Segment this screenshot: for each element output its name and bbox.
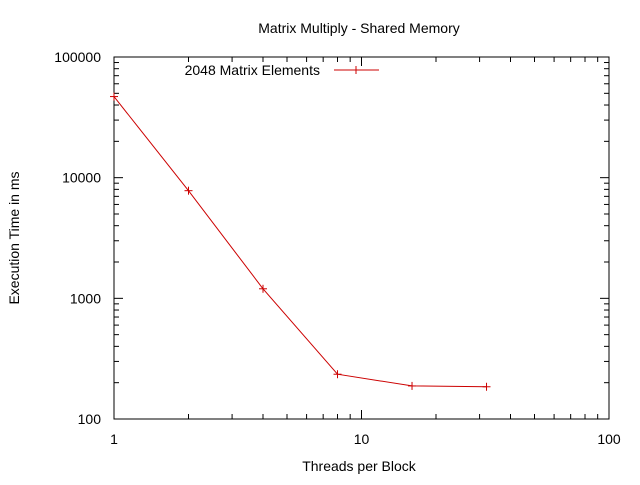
- legend: 2048 Matrix Elements: [185, 62, 379, 78]
- y-tick-label: 100000: [54, 49, 101, 65]
- data-point: [482, 382, 491, 391]
- x-tick-label: 10: [354, 431, 370, 447]
- data-point: [259, 284, 268, 293]
- data-point: [408, 381, 417, 390]
- chart-title: Matrix Multiply - Shared Memory: [258, 20, 460, 36]
- data-point: [110, 92, 118, 101]
- legend-label: 2048 Matrix Elements: [185, 62, 320, 78]
- legend-marker: [352, 66, 360, 74]
- x-tick-label: 100: [597, 431, 621, 447]
- x-axis-ticks: 1 10 100: [110, 57, 621, 447]
- data-point: [184, 186, 193, 195]
- y-axis-ticks: 100 1000 10000 100000: [54, 49, 609, 427]
- y-tick-label: 1000: [70, 290, 101, 306]
- y-axis-label: Execution Time in ms: [6, 171, 22, 304]
- series-layer: [110, 92, 491, 391]
- data-point: [333, 370, 342, 379]
- y-tick-label: 10000: [62, 170, 101, 186]
- series-line: [113, 96, 487, 388]
- y-tick-label: 100: [78, 411, 102, 427]
- plot-frame: [113, 56, 610, 420]
- x-axis-label: Threads per Block: [302, 458, 417, 474]
- x-tick-label: 1: [110, 431, 118, 447]
